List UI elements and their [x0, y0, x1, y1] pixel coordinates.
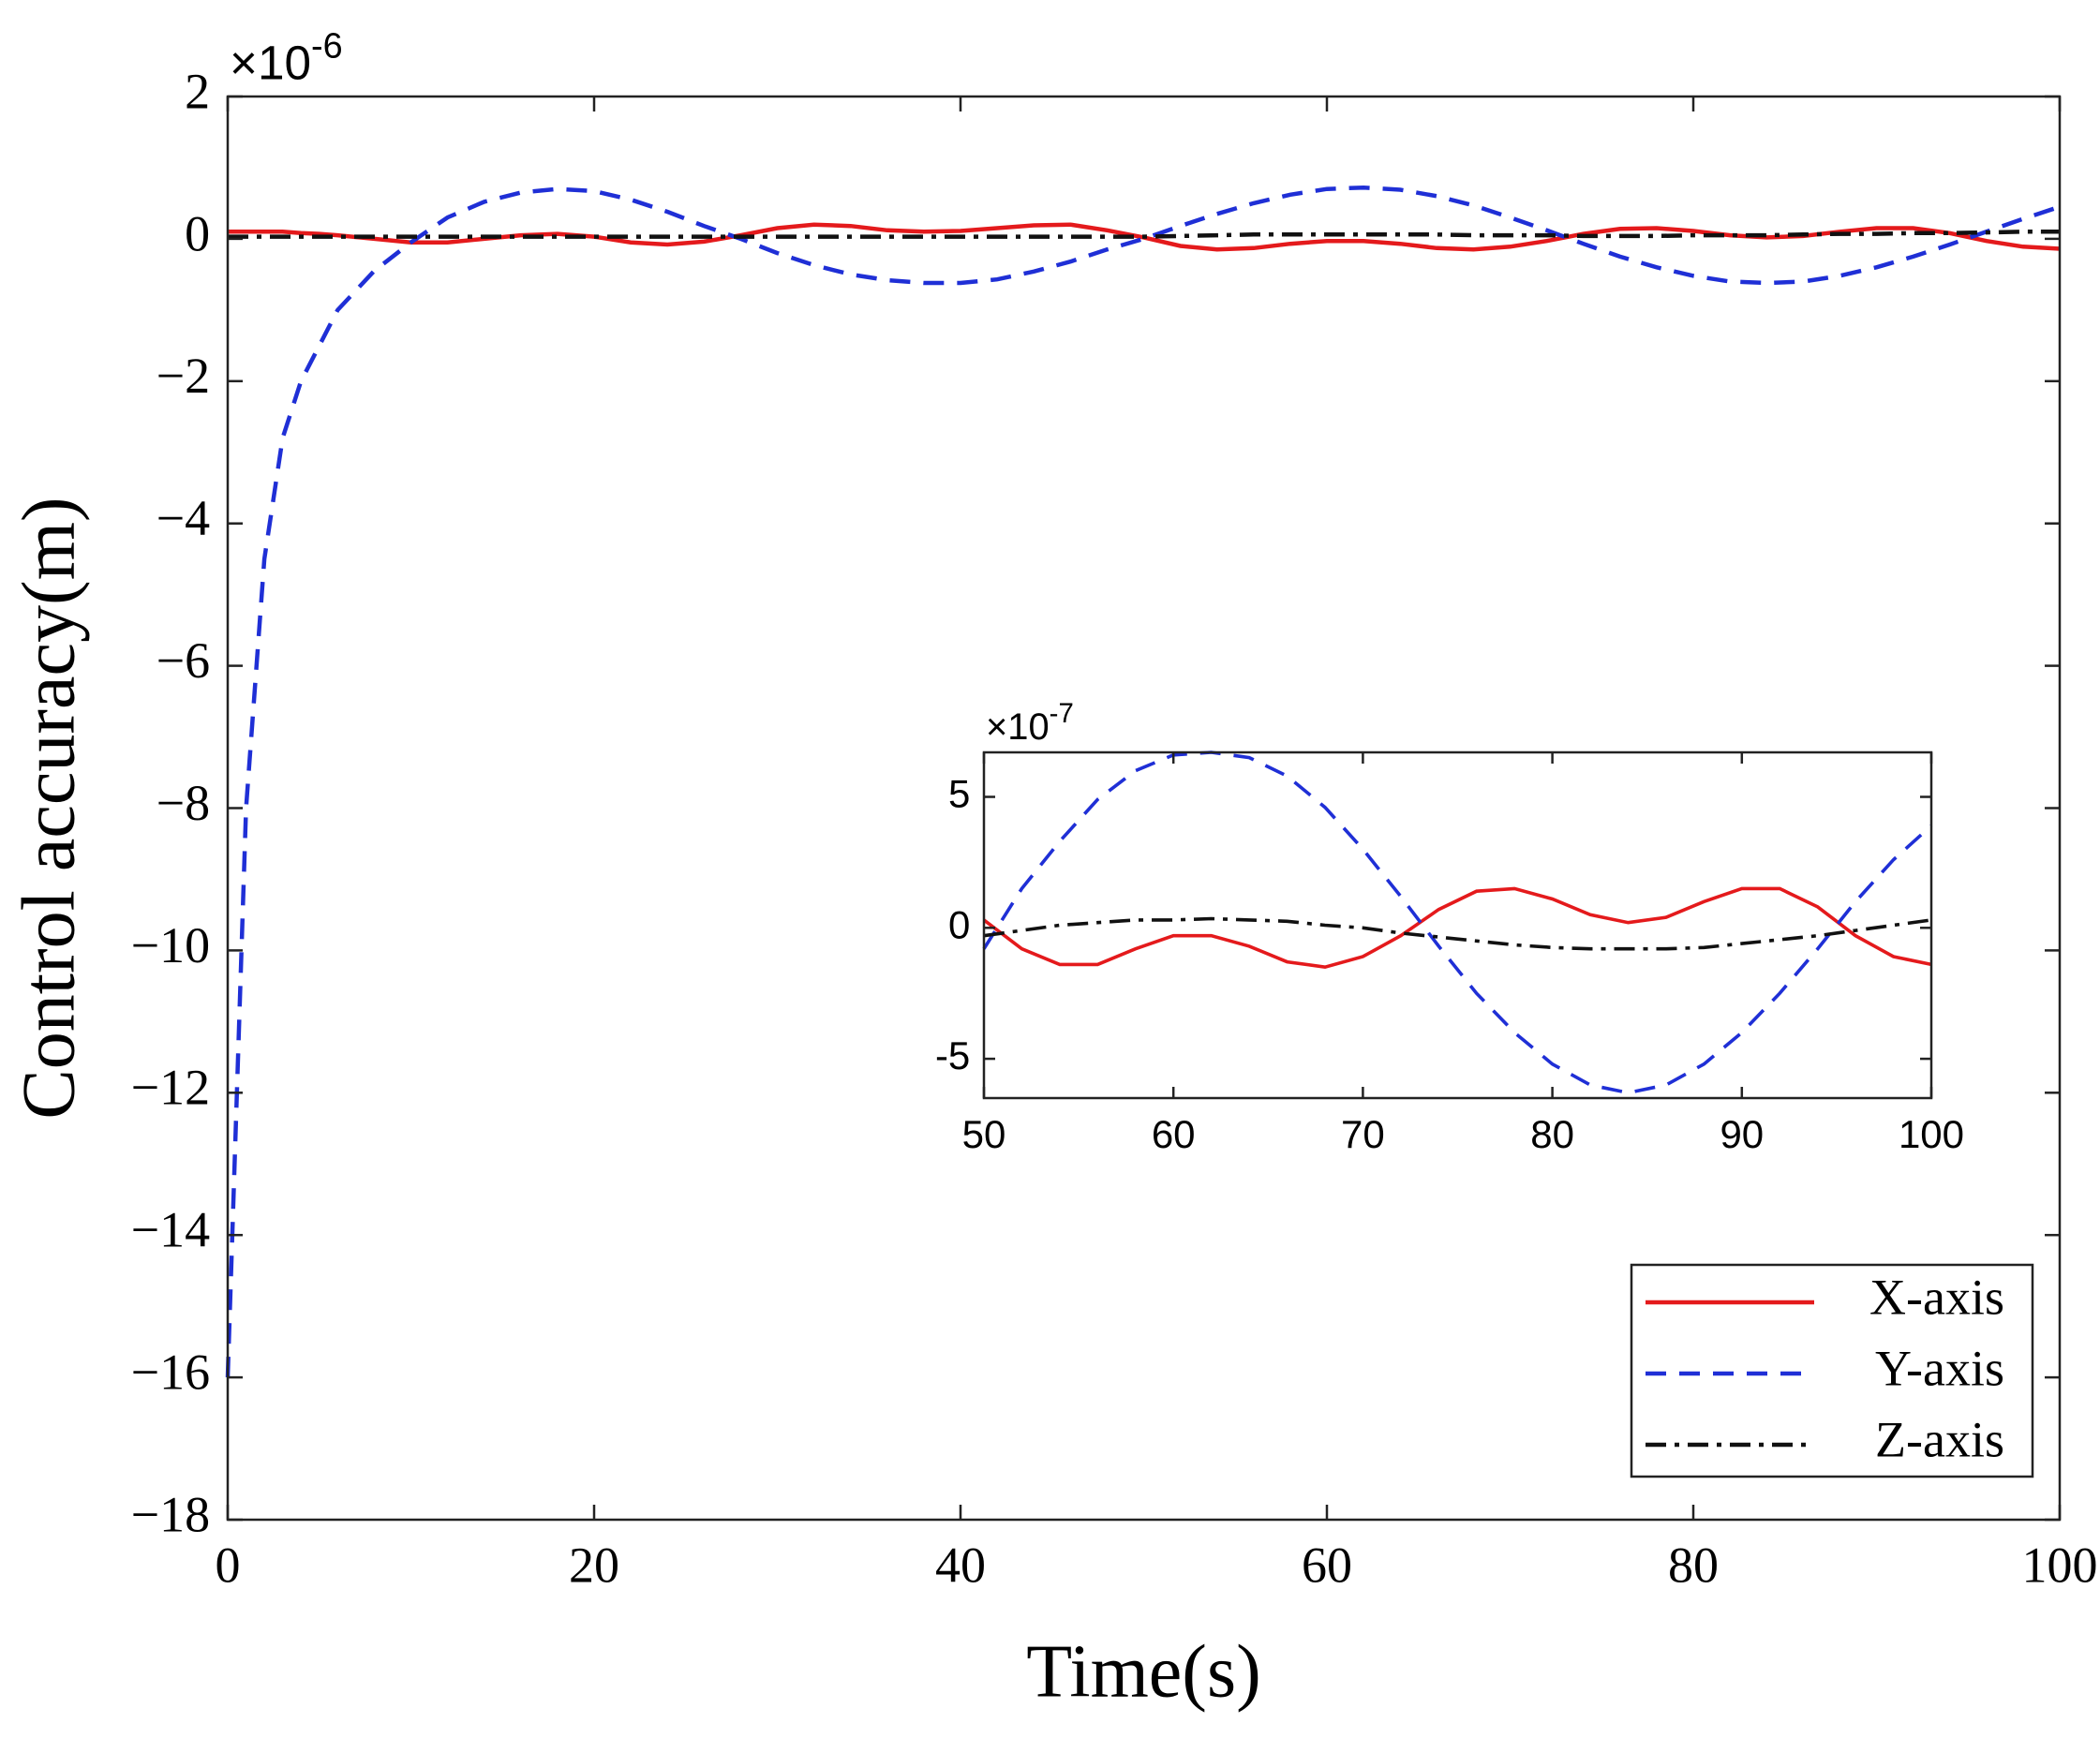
legend-box: [1630, 1263, 2034, 1478]
series-line: [983, 916, 1932, 951]
multiplier-exponent: -7: [1050, 698, 1074, 729]
x-tick-label: 80: [1668, 1537, 1719, 1593]
axis-multiplier: ×10-6: [230, 27, 343, 89]
y-axis-label: Control accuracy(m): [7, 497, 90, 1119]
axes-box: [982, 750, 1933, 1100]
y-tick-label: −2: [156, 348, 210, 404]
multiplier-base: ×10: [230, 36, 311, 89]
x-tick-label: 100: [2022, 1537, 2098, 1593]
series-line: [228, 230, 2060, 239]
x-tick-label: 60: [1302, 1537, 1352, 1593]
y-tick-label: −16: [131, 1344, 210, 1400]
y-tick-label: 5: [948, 772, 970, 816]
legend-label: X-axis: [1869, 1269, 2004, 1325]
x-tick-label: 0: [216, 1537, 241, 1593]
plot-area: [984, 752, 1931, 1098]
y-tick-label: −6: [156, 632, 210, 689]
y-tick-label: −12: [131, 1060, 210, 1116]
y-tick-label: -5: [935, 1033, 970, 1077]
legend-label: Z-axis: [1875, 1411, 2004, 1467]
y-tick-label: 0: [185, 205, 210, 261]
x-tick-label: 50: [962, 1112, 1006, 1156]
x-tick-label: 20: [569, 1537, 619, 1593]
y-tick-label: 0: [948, 902, 970, 946]
series-line: [982, 886, 1932, 970]
y-tick-label: −14: [131, 1202, 210, 1258]
x-tick-label: 80: [1530, 1112, 1574, 1156]
series-line: [225, 185, 2061, 1378]
y-tick-label: −18: [131, 1486, 210, 1542]
x-axis-label: Time(s): [1026, 1630, 1260, 1713]
x-tick-label: 70: [1341, 1112, 1385, 1156]
x-tick-label: 90: [1720, 1112, 1764, 1156]
y-tick-label: −8: [156, 775, 210, 831]
x-tick-label: 60: [1152, 1112, 1196, 1156]
multiplier-exponent: -6: [311, 27, 343, 67]
x-tick-label: 100: [1899, 1112, 1964, 1156]
x-tick-label: 40: [935, 1537, 986, 1593]
multiplier-base: ×10: [986, 706, 1050, 747]
axis-multiplier: ×10-7: [986, 698, 1074, 747]
y-tick-label: 2: [185, 63, 210, 119]
series-line: [982, 750, 1933, 1095]
y-tick-label: −10: [131, 917, 210, 973]
legend-label: Y-axis: [1875, 1340, 2004, 1396]
y-tick-label: −4: [156, 490, 210, 546]
